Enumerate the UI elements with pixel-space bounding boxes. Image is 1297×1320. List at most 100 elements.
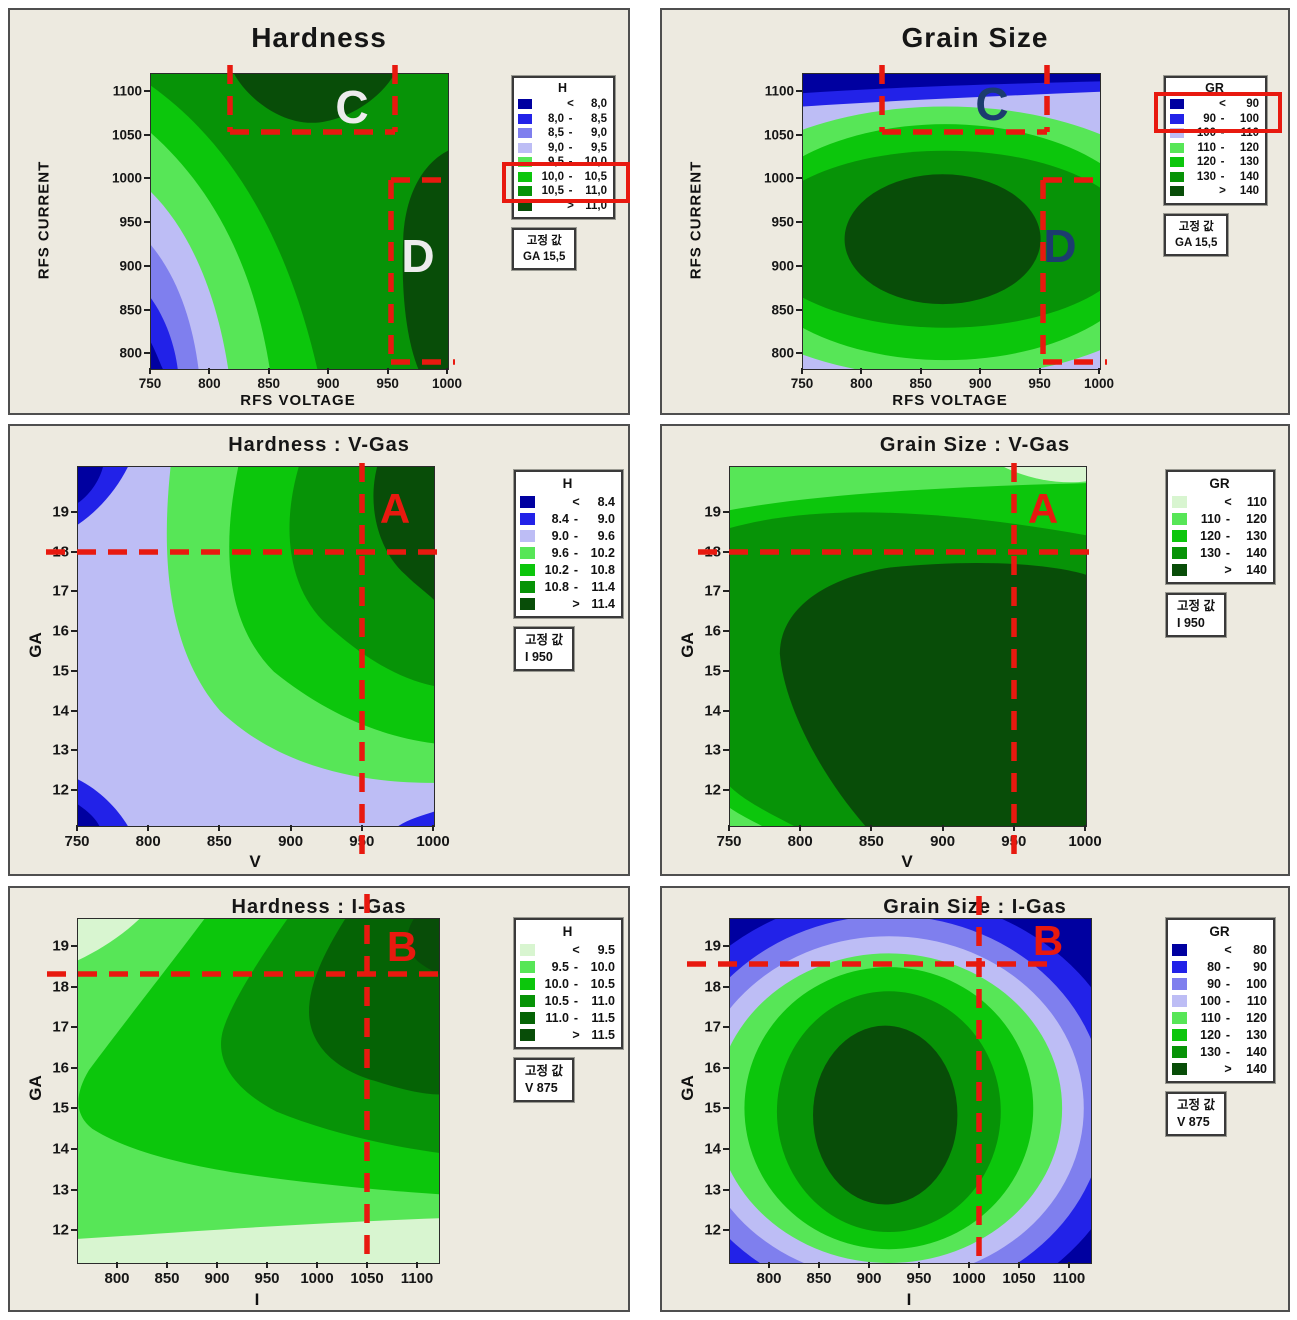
legend-range-lo: 9.0 — [551, 528, 569, 543]
y-tick-label: 1000 — [111, 170, 142, 186]
y-tick-label: 950 — [771, 214, 794, 230]
x-tick-label: 1000 — [431, 376, 463, 391]
legend-range-hi: 110 — [1246, 993, 1267, 1008]
legend-range-sep: - — [1220, 156, 1225, 169]
legend-swatch — [518, 186, 532, 197]
legend-range-lo: 10.5 — [544, 993, 569, 1008]
x-tick-label: 950 — [349, 833, 375, 850]
y-tick-mark — [723, 1229, 729, 1232]
legend-range-hi: 140 — [1239, 170, 1259, 183]
x-tick-mark — [116, 1262, 118, 1268]
x-axis-ticks: 750 800 850 900 950 1000 — [10, 10, 628, 413]
legend-swatch — [1172, 943, 1187, 956]
legend-swatch — [518, 200, 532, 211]
legend-swatch — [1172, 546, 1187, 559]
x-tick-mark — [1018, 1262, 1020, 1268]
legend-swatch — [1172, 495, 1187, 508]
chart-title: Hardness : V-Gas — [228, 434, 410, 456]
chart-title: Grain Size — [901, 22, 1049, 53]
y-tick-mark — [723, 709, 729, 712]
y-tick-label: 1000 — [763, 170, 794, 186]
legend-range-sep: > — [572, 1027, 580, 1042]
fixed-value-box: 고정 값 V 875 — [1165, 1091, 1227, 1137]
legend-range-hi: 90 — [1253, 959, 1267, 974]
panel-hardness-igas: Hardness : I-Gas GA I 19 18 17 16 15 14 13 12 8… — [8, 886, 630, 1312]
y-tick-label: 18 — [704, 978, 721, 996]
contour-band — [1004, 467, 1086, 483]
legend-range-lo: 120 — [1200, 1027, 1221, 1042]
legend-range-hi: 10.0 — [590, 959, 615, 974]
legend-title: GR — [1209, 476, 1230, 491]
y-tick-mark — [796, 352, 802, 355]
contour-band — [78, 467, 103, 503]
x-tick-label: 750 — [64, 833, 90, 850]
legend-entry: 9.0- 9.6 — [520, 527, 615, 544]
x-tick-label: 850 — [206, 833, 232, 850]
y-axis-ticks: 19 18 17 16 15 14 13 12 — [662, 888, 1288, 1310]
legend-entry: 120-130 — [1172, 527, 1267, 544]
contour-bands — [78, 467, 434, 826]
x-tick-label: 1000 — [952, 1270, 986, 1287]
y-tick-mark — [71, 1107, 77, 1110]
x-tick-mark — [1038, 368, 1041, 374]
fixed-value-box: 고정 값 GA 15,5 — [1162, 212, 1230, 257]
legend-swatch — [518, 171, 532, 182]
fixed-value-label: 고정 값 — [526, 235, 562, 247]
legend-range-lo: 10.0 — [544, 976, 569, 991]
y-tick-mark — [71, 590, 77, 593]
legend-range-sep: - — [1225, 1010, 1231, 1025]
legend-swatch — [520, 1011, 535, 1024]
legend-column: H <8.4 8.4-9.0 9.0-9.6 9.6-10.2 10.2-10.8 10.… — [513, 469, 624, 672]
y-tick-label: 16 — [52, 1059, 69, 1077]
legend-box: GR <80 80-90 90-100 100-110 110-120 120-130 13… — [1165, 917, 1276, 1084]
legend-entry: 90-100 — [1170, 112, 1259, 127]
legend-range-sep: - — [573, 1010, 579, 1025]
legend-range-hi: 130 — [1239, 156, 1259, 169]
x-tick-mark — [919, 368, 922, 374]
legend-range-lo: 110 — [1197, 141, 1216, 154]
legend-entry: 90-100 — [1172, 975, 1267, 992]
y-tick-mark — [723, 590, 729, 593]
legend-range-sep: - — [573, 528, 579, 543]
contour-band — [407, 919, 439, 975]
legend-highlight-box — [502, 162, 630, 203]
legend-entry: 110- 120 — [1170, 141, 1259, 156]
x-tick-label: 800 — [787, 833, 813, 850]
y-tick-mark — [71, 1188, 77, 1191]
legend-column: H <9.5 9.5-10.0 10.0-10.5 10.5-11.0 11.0-11.… — [513, 917, 624, 1103]
contour-band — [813, 1025, 958, 1205]
contour-band — [78, 1218, 439, 1263]
legend-range-sep: - — [568, 112, 573, 125]
y-tick-label: 14 — [52, 702, 69, 719]
legend-entry: <110 — [1172, 493, 1267, 510]
legend-swatch — [518, 128, 532, 139]
x-tick-mark — [386, 368, 389, 374]
x-tick-mark — [149, 368, 151, 374]
legend-column: GR <110 110-120 120-130 130-140 >140 고정 값 I … — [1165, 469, 1276, 638]
legend-swatch — [1172, 977, 1187, 990]
x-tick-mark — [289, 825, 292, 831]
legend-range-sep: - — [1225, 528, 1231, 543]
legend-range-hi: 11.4 — [591, 579, 615, 594]
legend-range-hi: 120 — [1246, 1010, 1267, 1025]
legend-entry: 8.4- 9.0 — [520, 510, 615, 527]
x-axis-title: RFS VOLTAGE — [240, 392, 356, 409]
x-tick-mark — [968, 1262, 970, 1268]
legend-swatch — [518, 142, 532, 153]
x-tick-label: 1000 — [300, 1270, 334, 1287]
legend-entry: 130-140 — [1172, 1043, 1267, 1060]
legend-range-lo: 9,0 — [548, 141, 564, 154]
legend-range-sep: < — [572, 942, 580, 957]
chart-title: Grain Size : V-Gas — [879, 434, 1071, 456]
legend-entry: >140 — [1170, 184, 1259, 199]
y-tick-label: 17 — [704, 1018, 721, 1036]
x-tick-mark — [416, 1262, 418, 1268]
legend-entry: 8,5- 9,0 — [518, 126, 607, 141]
y-axis-ticks: 19 18 17 16 15 14 13 12 — [10, 888, 628, 1310]
legend-range-hi: 130 — [1246, 528, 1267, 543]
legend-range-hi: 10,5 — [584, 170, 607, 183]
x-tick-label: 950 — [254, 1270, 280, 1287]
panel-grainsize-igas: Grain Size : I-Gas GA I 19 18 17 16 15 14 13 12… — [660, 886, 1290, 1312]
y-tick-mark — [144, 221, 150, 224]
legend-range-hi: 9.6 — [597, 528, 615, 543]
